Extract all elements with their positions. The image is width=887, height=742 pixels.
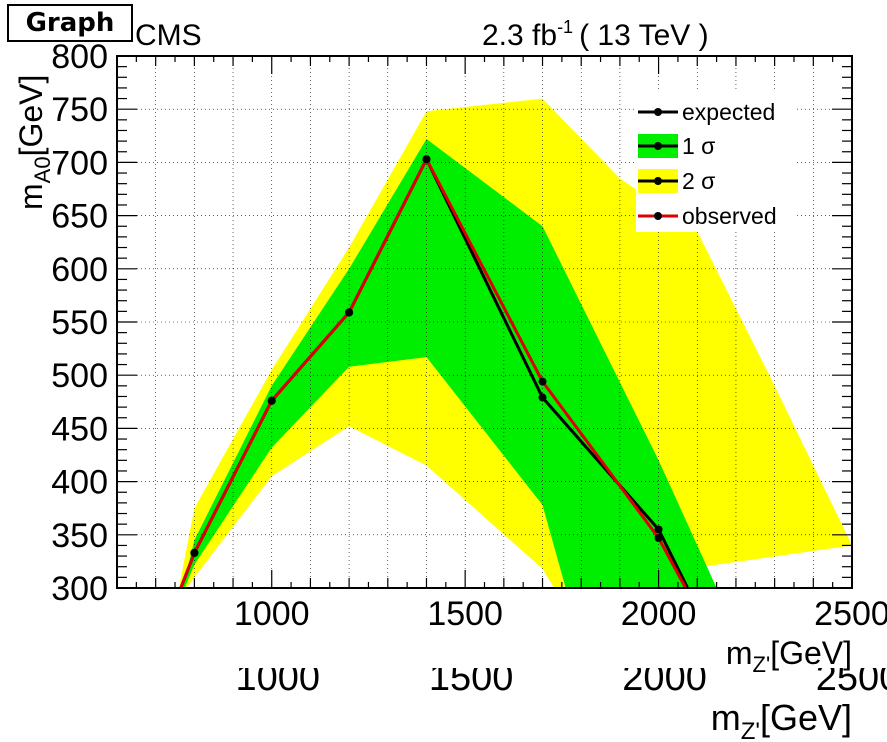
svg-text:mA0[GeV]: mA0[GeV]: [13, 75, 55, 210]
x-tick-label: 1500: [427, 595, 503, 633]
x-axis-title: mZ'[GeV]: [726, 635, 852, 677]
y-tick-label: 650: [51, 198, 108, 236]
x-tick-label: 1000: [234, 595, 310, 633]
legend-label: 1 σ: [682, 133, 715, 159]
y-tick-label: 550: [51, 304, 108, 342]
y-tick-label: 300: [51, 570, 108, 608]
data-point-expected: [654, 525, 663, 534]
axis-ticks: [117, 55, 853, 589]
y-tick-label: 700: [51, 144, 108, 182]
svg-text:mZ'[GeV]: mZ'[GeV]: [711, 697, 852, 742]
y-tick-label: 750: [51, 91, 108, 129]
data-point-expected: [538, 393, 547, 402]
data-point-observed: [654, 533, 663, 542]
data-point-observed: [538, 377, 547, 386]
y-axis-title: mA0[GeV]: [13, 75, 55, 210]
series-line-observed: [179, 155, 688, 588]
legend-marker: [654, 108, 662, 116]
legend-marker: [654, 142, 662, 150]
data-point-observed: [267, 396, 276, 405]
legend-marker: [654, 177, 662, 185]
legend-box: [636, 92, 796, 232]
x-tick-label: 2000: [621, 595, 697, 633]
y-tick-label: 600: [51, 251, 108, 289]
x-tick-label-secondary: 1000: [235, 657, 320, 699]
y-tick-label: 350: [51, 517, 108, 555]
graph-title-box: Graph: [7, 4, 133, 42]
y-tick-label: 500: [51, 357, 108, 395]
x-tick-label: 2500: [814, 595, 887, 633]
x-tick-label-secondary: 2000: [622, 657, 707, 699]
legend-marker: [654, 212, 662, 220]
x-tick-label-secondary: 2500: [816, 657, 887, 699]
legend-label: expected: [682, 99, 775, 125]
y-tick-label: 800: [51, 38, 108, 76]
legend-label: 2 σ: [682, 168, 715, 194]
data-point-observed: [345, 308, 354, 317]
y-tick-label: 400: [51, 464, 108, 502]
tick-labels: 1000 1500 2000 2500 300 350 400 450 500 550 600 650…: [51, 38, 887, 633]
secondary-x-axis: 1000 1500 2000 2500 mZ'[GeV]: [235, 657, 887, 742]
legend-label: observed: [682, 203, 777, 229]
data-point-observed: [190, 548, 199, 557]
x-tick-label-secondary: 1500: [429, 657, 514, 699]
legend: expected 1 σ 2 σ observed: [636, 92, 796, 232]
data-point-observed: [422, 155, 431, 164]
luminosity-label: 2.3 fb-1( 13 TeV ): [482, 17, 709, 52]
limit-curves: [179, 155, 689, 588]
svg-text:mZ'[GeV]: mZ'[GeV]: [726, 635, 852, 677]
band-1-sigma: [182, 139, 717, 588]
y-tick-label: 450: [51, 410, 108, 448]
experiment-label: CMS: [135, 19, 202, 52]
